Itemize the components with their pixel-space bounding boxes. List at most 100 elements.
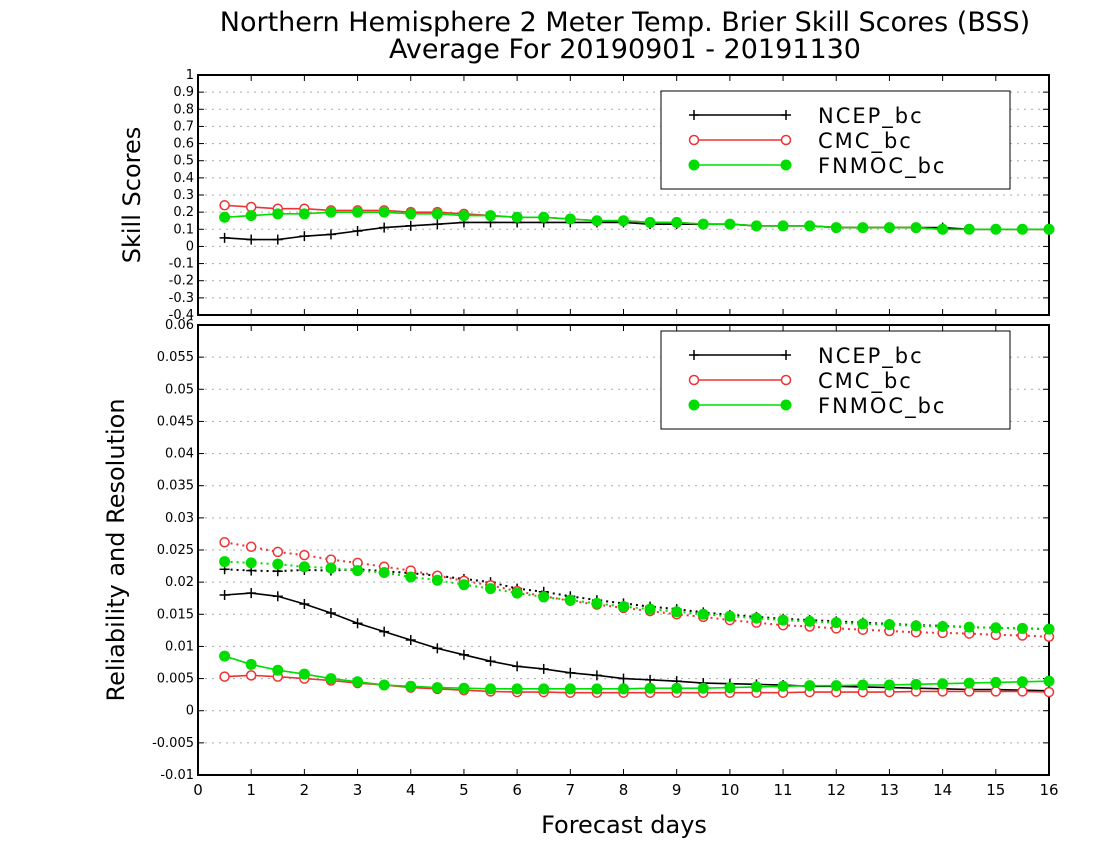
data-point: [963, 677, 975, 689]
data-point: [618, 215, 629, 227]
x-tick-label: 2: [300, 781, 310, 799]
y-tick-label: 0.01: [165, 639, 194, 654]
y-tick-label: -0.01: [160, 768, 194, 783]
data-point: [431, 682, 443, 694]
data-point: [405, 635, 416, 645]
y-tick-label: 0.035: [157, 479, 194, 494]
plot-frame: [197, 74, 1050, 316]
data-point: [245, 557, 257, 569]
series-FNMOC_bc-dotted: [219, 556, 1055, 635]
data-point: [378, 567, 390, 578]
data-point: [325, 229, 336, 240]
data-point: [990, 622, 1002, 634]
data-point: [883, 222, 895, 234]
data-point: [777, 614, 789, 626]
legend-marker: [688, 374, 700, 386]
data-point: [379, 626, 390, 637]
y-tick-label: 1: [186, 68, 194, 83]
y-tick-label: 0.055: [157, 350, 194, 365]
data-point: [405, 208, 417, 220]
x-tick-label: 13: [880, 781, 899, 799]
data-point: [511, 211, 523, 223]
x-tick-label: 1: [246, 781, 256, 799]
data-point: [857, 222, 869, 234]
data-point: [777, 680, 789, 692]
data-point: [458, 649, 469, 660]
data-point: [299, 231, 310, 242]
y-tick-label: 0.4: [173, 171, 194, 186]
data-point: [830, 680, 842, 692]
legend-marker: [689, 110, 699, 120]
data-point: [325, 206, 337, 218]
data-point: [671, 216, 683, 228]
data-point: [963, 621, 975, 633]
legend-label: FNMOC_bc: [818, 394, 946, 419]
y-tick-label: -0.4: [169, 308, 194, 323]
data-point: [1016, 622, 1028, 634]
x-tick-label: 12: [827, 781, 846, 799]
data-point: [378, 206, 390, 218]
data-point: [245, 670, 257, 681]
legend-marker: [780, 159, 792, 171]
legend-entry-NCEP_bc: NCEP_bc: [689, 104, 922, 129]
data-point: [1043, 623, 1055, 635]
data-point: [485, 656, 496, 667]
legend-marker: [689, 350, 699, 360]
data-point: [750, 612, 762, 624]
x-axis-label: Forecast days: [541, 811, 707, 839]
y-tick-label: 0: [186, 239, 194, 254]
data-point: [298, 668, 310, 680]
data-point: [618, 601, 629, 613]
data-point: [245, 658, 257, 670]
data-point: [458, 682, 470, 694]
x-tick-label: 10: [720, 781, 739, 799]
data-point: [910, 222, 922, 234]
y-axis-label: Reliability and Resolution: [102, 398, 130, 701]
x-tick-label: 11: [774, 781, 793, 799]
data-point: [325, 608, 336, 618]
y-tick-label: 0: [186, 704, 194, 719]
data-point: [804, 615, 816, 627]
y-tick-label: 0.045: [157, 414, 194, 429]
y-tick-label: 0.7: [173, 119, 194, 134]
y-tick-label: 0.5: [173, 154, 194, 169]
data-point: [458, 579, 470, 591]
data-point: [804, 220, 816, 232]
data-point: [937, 621, 949, 632]
data-point: [219, 590, 230, 600]
series-FNMOC_bc: [219, 650, 1055, 695]
data-point: [644, 216, 656, 228]
legend-entry-NCEP_bc: NCEP_bc: [689, 344, 924, 369]
x-tick-label: 15: [986, 781, 1005, 799]
data-point: [990, 223, 1002, 235]
data-point: [671, 606, 683, 618]
y-tick-label: 0.025: [157, 543, 194, 558]
data-point: [538, 663, 549, 674]
data-point: [538, 591, 550, 603]
y-tick-label: 0.6: [173, 137, 194, 152]
legend-entry-CMC_bc: CMC_bc: [688, 129, 911, 154]
data-point: [591, 597, 603, 609]
data-point: [352, 206, 364, 218]
x-tick-label: 14: [933, 781, 952, 799]
data-point: [1043, 675, 1055, 687]
data-point: [511, 587, 523, 599]
data-point: [405, 220, 416, 231]
legend-marker: [688, 159, 700, 171]
legend-label: NCEP_bc: [818, 344, 924, 369]
data-point: [299, 599, 310, 609]
data-point: [963, 223, 975, 235]
y-tick-label: 0.005: [157, 672, 194, 687]
data-point: [830, 617, 842, 629]
data-point: [246, 234, 257, 245]
data-point: [618, 673, 629, 684]
data-point: [352, 565, 364, 577]
data-point: [671, 682, 683, 694]
data-point: [937, 678, 949, 690]
data-point: [485, 583, 497, 595]
legend-label: CMC_bc: [818, 369, 913, 394]
data-point: [219, 556, 231, 568]
data-point: [910, 620, 922, 632]
legend-label: FNMOC_bc: [818, 154, 946, 179]
